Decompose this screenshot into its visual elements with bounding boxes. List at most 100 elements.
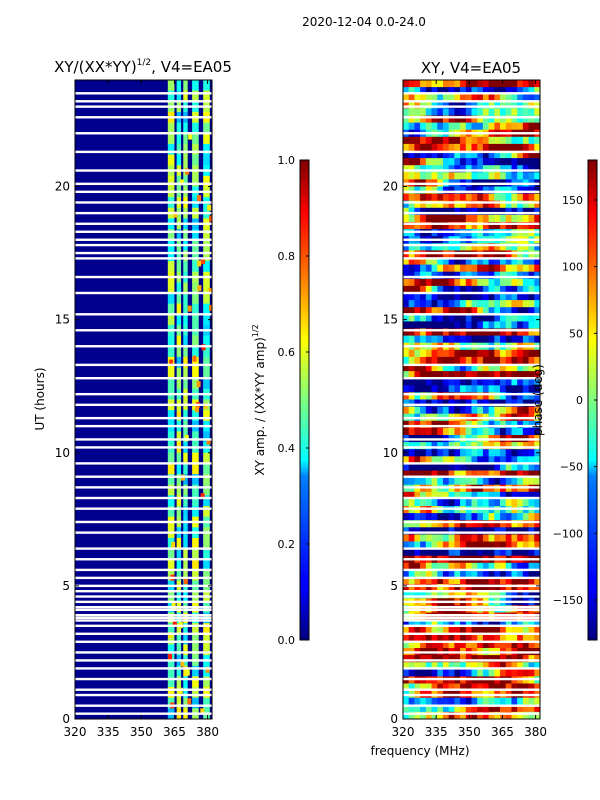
right-heatmap-cell bbox=[528, 364, 535, 372]
left-flagged-gap bbox=[75, 211, 212, 215]
right-heatmap-cell bbox=[534, 80, 540, 88]
right-heatmap-cell bbox=[534, 633, 540, 642]
right-heatmap-cell bbox=[425, 406, 433, 415]
left-x-tick-label: 335 bbox=[97, 725, 120, 739]
right-heatmap-cell bbox=[471, 662, 478, 670]
right-heatmap-cell bbox=[500, 477, 507, 486]
right-heatmap-cell bbox=[494, 527, 501, 535]
right-heatmap-cell bbox=[494, 378, 501, 386]
right-heatmap-cell bbox=[488, 427, 495, 436]
right-heatmap-cell bbox=[522, 87, 530, 95]
right-heatmap-cell bbox=[505, 534, 512, 542]
right-heatmap-cell bbox=[408, 697, 415, 706]
right-heatmap-cell bbox=[522, 328, 530, 337]
right-flagged-gap bbox=[403, 584, 540, 588]
right-heatmap-cell bbox=[477, 420, 484, 429]
right-heatmap-cell bbox=[454, 115, 461, 124]
right-heatmap-cell bbox=[420, 271, 427, 280]
right-heatmap-cell bbox=[403, 534, 410, 542]
right-heatmap-cell bbox=[403, 378, 410, 386]
left-heatmap-cell bbox=[192, 133, 199, 145]
right-heatmap-cell bbox=[465, 257, 472, 266]
right-heatmap-cell bbox=[454, 456, 461, 464]
right-heatmap-cell bbox=[488, 158, 495, 166]
left-heatmap-cell bbox=[183, 537, 188, 550]
right-heatmap-cell bbox=[534, 491, 540, 500]
right-heatmap-cell bbox=[448, 115, 455, 124]
right-heatmap-cell bbox=[477, 278, 484, 287]
right-heatmap-cell bbox=[431, 278, 438, 287]
right-heatmap-cell bbox=[465, 200, 472, 209]
right-heatmap-cell bbox=[425, 697, 433, 706]
right-heatmap-cell bbox=[403, 101, 410, 109]
right-heatmap-cell bbox=[477, 158, 484, 166]
right-heatmap-cell bbox=[477, 655, 484, 663]
right-heatmap-cell bbox=[460, 307, 467, 315]
left-heatmap-cell bbox=[203, 484, 210, 496]
right-heatmap-cell bbox=[522, 94, 530, 102]
right-heatmap-cell bbox=[448, 491, 455, 500]
right-heatmap-cell bbox=[408, 271, 415, 280]
left-heatmap-cell bbox=[176, 378, 182, 390]
right-heatmap-cell bbox=[420, 619, 427, 628]
left-heatmap-cell bbox=[183, 154, 188, 166]
right-heatmap-cell bbox=[431, 541, 438, 550]
right-heatmap-cell bbox=[460, 442, 467, 450]
right-heatmap-cell bbox=[431, 683, 438, 692]
right-heatmap-cell bbox=[517, 151, 524, 159]
right-heatmap-cell bbox=[528, 222, 535, 230]
right-heatmap-cell bbox=[477, 619, 484, 628]
right-heatmap-cell bbox=[460, 271, 467, 280]
right-heatmap-cell bbox=[517, 427, 524, 436]
right-heatmap-cell bbox=[522, 477, 530, 486]
right-heatmap-cell bbox=[494, 143, 501, 152]
right-heatmap-cell bbox=[465, 143, 472, 152]
right-heatmap-cell bbox=[425, 640, 433, 649]
right-heatmap-cell bbox=[477, 200, 484, 209]
right-heatmap-cell bbox=[420, 640, 427, 649]
right-heatmap-cell bbox=[403, 172, 410, 180]
left-heatmap-cell bbox=[203, 356, 210, 369]
right-heatmap-cell bbox=[460, 285, 467, 294]
right-heatmap-cell bbox=[414, 520, 421, 528]
right-heatmap-cell bbox=[454, 385, 461, 393]
right-heatmap-cell bbox=[403, 158, 410, 166]
right-heatmap-cell bbox=[482, 392, 490, 400]
left-heatmap-cell bbox=[208, 288, 212, 295]
right-heatmap-cell bbox=[511, 449, 518, 457]
right-heatmap-cell bbox=[517, 385, 524, 393]
left-flagged-gap bbox=[75, 345, 212, 348]
right-heatmap-cell bbox=[505, 655, 512, 663]
right-heatmap-cell bbox=[477, 534, 484, 542]
right-heatmap-cell bbox=[482, 655, 490, 663]
right-heatmap-cell bbox=[437, 143, 444, 152]
right-heatmap-cell bbox=[408, 257, 415, 266]
right-heatmap-cell bbox=[425, 314, 433, 322]
right-heatmap-cell bbox=[454, 165, 461, 173]
right-heatmap-cell bbox=[500, 385, 507, 393]
left-flagged-gap bbox=[75, 651, 212, 654]
right-heatmap-cell bbox=[517, 122, 524, 131]
left-heatmap-cell bbox=[183, 346, 188, 358]
right-heatmap-cell bbox=[431, 711, 438, 719]
right-heatmap-cell bbox=[477, 449, 484, 457]
left-flagged-gap bbox=[75, 595, 212, 598]
right-heatmap-cell bbox=[482, 364, 490, 372]
right-heatmap-cell bbox=[477, 662, 484, 670]
right-heatmap-cell bbox=[431, 200, 438, 209]
right-heatmap-cell bbox=[471, 534, 478, 542]
right-heatmap-cell bbox=[482, 420, 490, 429]
right-heatmap-cell bbox=[454, 562, 461, 571]
right-heatmap-cell bbox=[454, 328, 461, 337]
right-heatmap-cell bbox=[465, 683, 472, 692]
right-heatmap-cell bbox=[448, 80, 455, 88]
right-heatmap-cell bbox=[448, 108, 455, 116]
right-heatmap-cell bbox=[403, 541, 410, 550]
right-heatmap-cell bbox=[442, 335, 450, 344]
right-heatmap-cell bbox=[420, 562, 427, 571]
right-heatmap-cell bbox=[528, 243, 535, 251]
right-heatmap-cell bbox=[534, 470, 540, 479]
right-heatmap-cell bbox=[494, 442, 501, 450]
right-plot-frame bbox=[402, 79, 541, 720]
right-heatmap-cell bbox=[414, 498, 421, 507]
